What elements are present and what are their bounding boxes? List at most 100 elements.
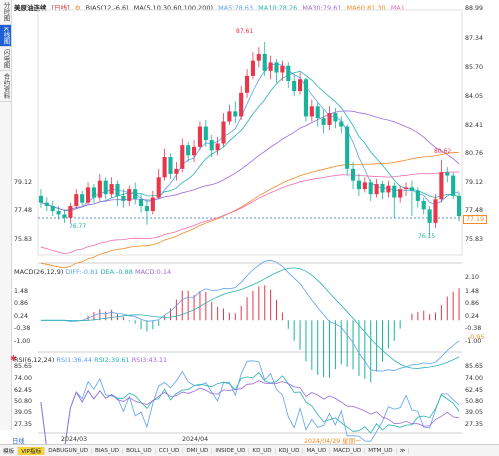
- indicator-item[interactable]: DABUGUN_UD: [45, 447, 93, 454]
- candle-body: [303, 79, 309, 117]
- tab-contract-info[interactable]: 合约资料: [0, 71, 11, 103]
- indicator-item[interactable]: BIAS_UD: [92, 447, 124, 454]
- candle-body: [427, 209, 432, 223]
- rsi-y-tick: 39.05: [465, 409, 484, 416]
- candle-body: [415, 190, 420, 201]
- candle-body: [350, 168, 356, 181]
- date-cursor: 2024/04/29 星期一: [304, 438, 362, 445]
- star-icon[interactable]: ✱: [10, 354, 17, 363]
- candle-body: [386, 185, 391, 193]
- candle-body: [368, 182, 373, 195]
- macd-y-tick-left: 1.48: [14, 288, 29, 295]
- current-price-badge: 77.19: [463, 215, 488, 224]
- tab-flash[interactable]: 闪电图: [0, 47, 11, 72]
- indicator-item[interactable]: BOLL_UD: [123, 447, 156, 454]
- indicator-item[interactable]: MA_UD: [303, 447, 331, 454]
- bias-label[interactable]: BIAS(12,-6,6): [85, 4, 129, 12]
- period-button[interactable]: 日线: [12, 438, 25, 445]
- ma-label[interactable]: MA(5,10,30,60,100,200): [133, 4, 213, 12]
- candle-body: [133, 189, 138, 200]
- candle-body: [221, 121, 226, 144]
- ma10-value: MA10:78.26: [258, 4, 298, 12]
- date-tick: 2024/03: [61, 436, 88, 443]
- candle-body: [103, 180, 108, 195]
- rsi-y-tick-left: 74.00: [14, 375, 33, 382]
- y-tick: 88.99: [465, 5, 484, 12]
- macd-value: MACD:0.14: [134, 268, 172, 276]
- macd-diff: DIFF:-0.81: [65, 268, 99, 276]
- macd-header: MACD(26,12,9) DIFF:-0.81 DEA:-0.88 MACD:…: [14, 268, 171, 276]
- y-tick: 87.34: [465, 35, 484, 42]
- candle-body: [451, 175, 456, 196]
- candle-body: [56, 211, 61, 215]
- ma10-line: [40, 70, 460, 211]
- candle-body: [250, 60, 256, 76]
- rsi2-value: RSI2:39.61: [94, 356, 130, 364]
- candle-body: [374, 184, 379, 195]
- candle-body: [91, 187, 97, 198]
- settings-icon[interactable]: ⚙: [74, 4, 81, 12]
- rsi-y-tick: 62.45: [465, 387, 484, 394]
- sidebar: 分时图 K线图 闪电图 合约资料: [0, 0, 12, 430]
- ma100-line: [40, 171, 460, 255]
- candle-body: [38, 195, 44, 203]
- candle-body: [392, 185, 397, 198]
- ma1-value: MA1: [390, 4, 405, 12]
- macd-y-tick: 0.24: [465, 313, 480, 320]
- macd-dea-line: [40, 267, 460, 369]
- rsi-y-tick-left: 50.80: [14, 398, 33, 405]
- candle-body: [162, 157, 167, 178]
- candle-body: [115, 184, 120, 196]
- candle-body: [333, 113, 338, 122]
- more-indicators-button[interactable]: ≫: [397, 447, 410, 454]
- rsi-title[interactable]: RSI(6,12,24): [14, 356, 55, 364]
- indicator-item[interactable]: CCI_UD: [156, 447, 184, 454]
- candle-body: [262, 53, 267, 71]
- macd-current-badge: -0.95: [468, 334, 485, 341]
- indicator-item[interactable]: KDJ_UD: [276, 447, 304, 454]
- indicator-item[interactable]: INSIDE_UD: [212, 447, 250, 454]
- y-tick-left: 77.48: [14, 207, 33, 214]
- macd-y-tick: 2.10: [465, 274, 480, 281]
- candle-body: [280, 65, 285, 73]
- y-tick: 79.12: [465, 179, 484, 186]
- rsi1-line: [40, 360, 460, 449]
- candle-body: [197, 126, 203, 147]
- macd-y-tick-left: -1.00: [14, 338, 31, 345]
- candle-body: [85, 187, 91, 203]
- chart-header: 美原油连续 [日线] ⚙ BIAS(12,-6,6) MA(5,10,30,60…: [14, 2, 408, 12]
- tab-kline[interactable]: K线图: [0, 24, 11, 47]
- macd-title[interactable]: MACD(26,12,9): [14, 268, 64, 276]
- tab-timeshare[interactable]: 分时图: [0, 0, 11, 25]
- period-label[interactable]: [日线]: [51, 4, 70, 12]
- indicator-bar: 模板 VIP指标 DABUGUN_UD BIAS_UD BOLL_UD CCI_…: [0, 444, 499, 456]
- rsi-y-tick: 27.35: [465, 421, 484, 428]
- ma30-line: [40, 110, 460, 211]
- candle-body: [227, 111, 232, 122]
- date-axis: 2024/03 2024/04 2024/04/29 星期一: [14, 436, 464, 445]
- date-tick: 2024/04: [182, 436, 209, 443]
- candle-body: [309, 106, 314, 117]
- y-tick: 84.05: [465, 93, 484, 100]
- rsi-y-tick-left: 27.35: [14, 421, 33, 428]
- y-tick: 82.41: [465, 122, 484, 129]
- indicator-item[interactable]: DMI_UD: [183, 447, 213, 454]
- candle-body: [62, 214, 67, 218]
- rsi-y-tick-left: 85.65: [14, 363, 33, 370]
- candle-body: [80, 194, 85, 203]
- indicator-item[interactable]: MACD_UD: [330, 447, 366, 454]
- macd-y-tick: 0.86: [465, 300, 480, 307]
- indicator-item[interactable]: 模板: [0, 446, 19, 455]
- rsi3-line: [40, 380, 460, 449]
- indicator-item[interactable]: KD_UD: [249, 447, 276, 454]
- ma60-value: MA60:81.30: [346, 4, 386, 12]
- candle-body: [274, 62, 279, 73]
- candle-body: [150, 197, 155, 212]
- macd-y-tick-left: 0.24: [14, 313, 29, 320]
- candle-body: [233, 111, 238, 117]
- indicator-item[interactable]: MTM_UD: [365, 447, 397, 454]
- indicator-item-vip[interactable]: VIP指标: [18, 446, 46, 455]
- y-tick: 75.83: [465, 236, 484, 243]
- macd-y-tick-left: 0.86: [14, 300, 29, 307]
